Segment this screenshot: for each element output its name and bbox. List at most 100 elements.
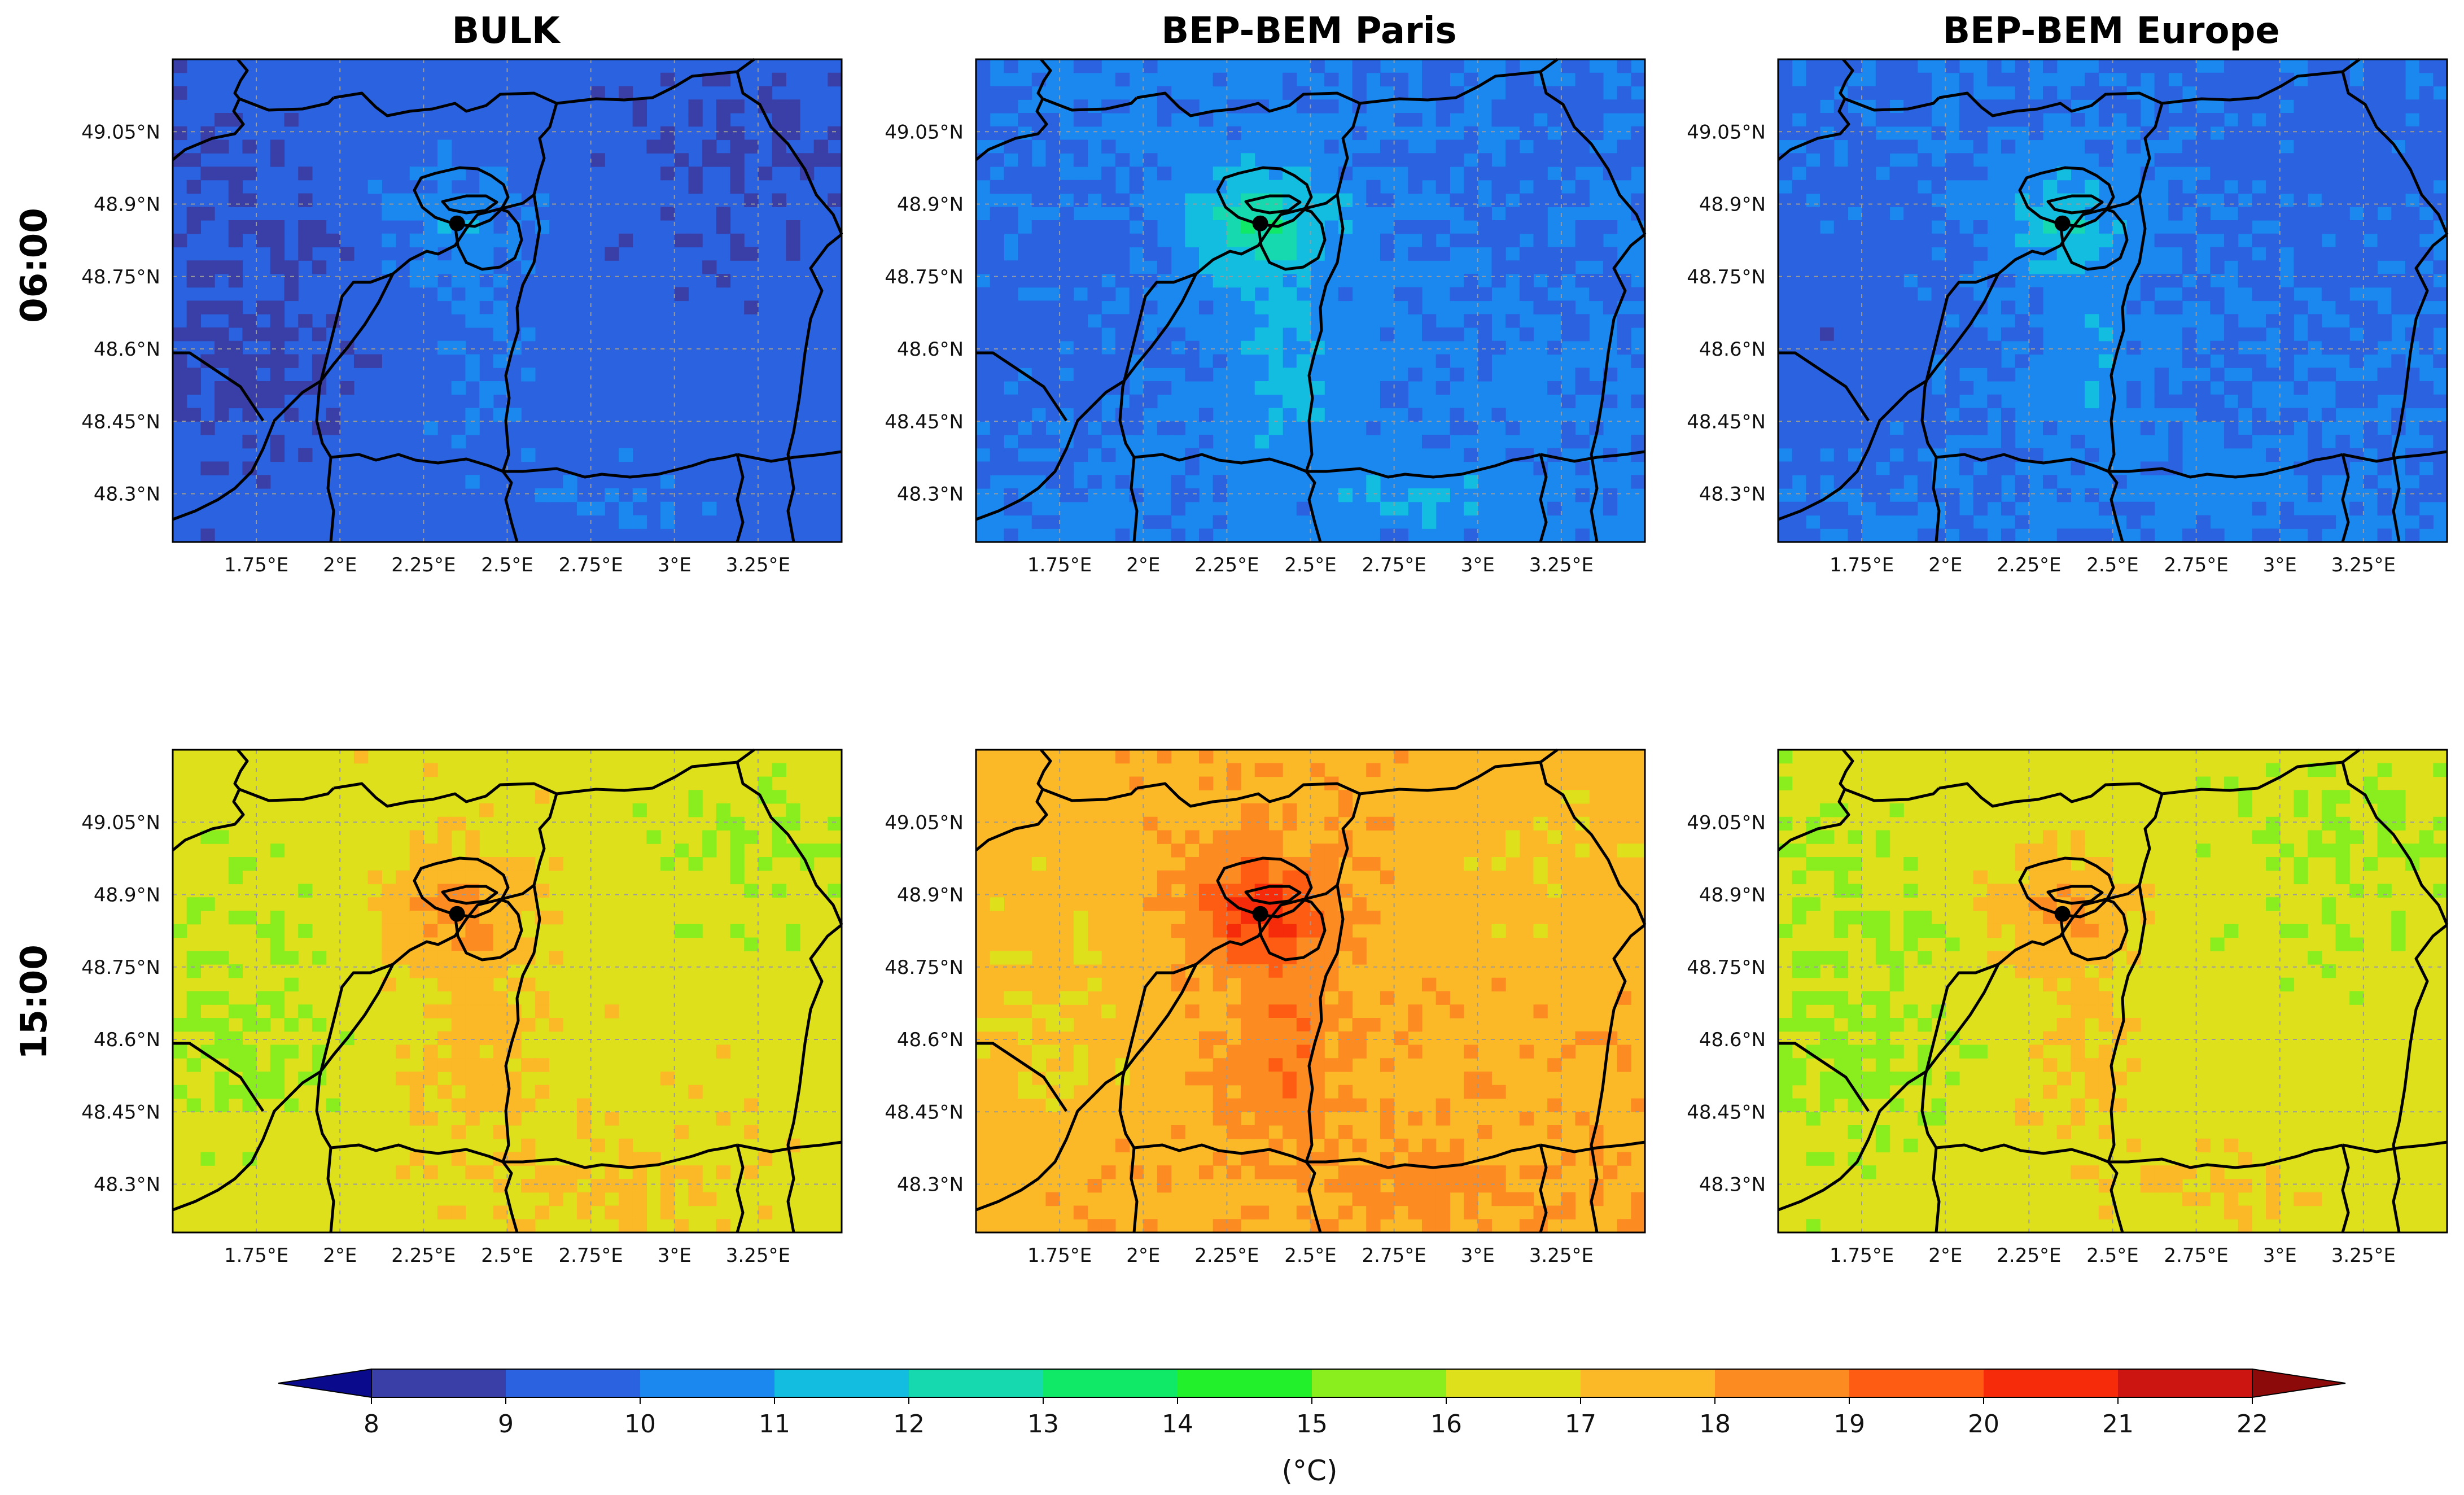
temperature-cell bbox=[2238, 59, 2252, 73]
temperature-cell bbox=[1157, 884, 1172, 898]
temperature-cell bbox=[2154, 300, 2169, 314]
temperature-cell bbox=[976, 287, 991, 301]
department-border bbox=[976, 1042, 1068, 1112]
temperature-cell bbox=[382, 897, 396, 911]
temperature-cell bbox=[828, 193, 842, 207]
temperature-cell bbox=[1820, 991, 1835, 1005]
map-overlay bbox=[172, 58, 843, 543]
temperature-cell bbox=[828, 153, 842, 167]
temperature-cell bbox=[1945, 247, 1960, 261]
temperature-cell bbox=[451, 1072, 466, 1086]
temperature-cell bbox=[1115, 220, 1130, 234]
temperature-cell bbox=[1617, 340, 1631, 355]
temperature-cell bbox=[1491, 247, 1506, 261]
department-border bbox=[330, 1143, 519, 1233]
temperature-cell bbox=[2210, 287, 2225, 301]
temperature-cell bbox=[1254, 1085, 1270, 1099]
temperature-cell bbox=[1973, 1044, 1988, 1059]
temperature-cell bbox=[563, 1179, 577, 1193]
temperature-cell bbox=[1060, 260, 1074, 274]
temperature-cell bbox=[2335, 99, 2350, 113]
temperature-cell bbox=[173, 126, 187, 141]
temperature-cell bbox=[1073, 448, 1088, 462]
temperature-cell bbox=[242, 139, 257, 154]
temperature-cell bbox=[1380, 327, 1395, 342]
temperature-cell bbox=[702, 153, 717, 167]
temperature-cell bbox=[1631, 843, 1645, 858]
temperature-cell bbox=[1310, 1112, 1325, 1126]
temperature-cell bbox=[1561, 435, 1576, 449]
temperature-cell bbox=[1199, 207, 1214, 221]
temperature-cell bbox=[1875, 1004, 1890, 1018]
temperature-cell bbox=[1171, 528, 1185, 542]
temperature-cell bbox=[1422, 435, 1437, 449]
temperature-cell bbox=[270, 1072, 285, 1086]
temperature-cell bbox=[1833, 340, 1849, 355]
temperature-cell bbox=[2433, 167, 2447, 181]
temperature-cell bbox=[1422, 327, 1437, 342]
temperature-cell bbox=[1352, 1018, 1367, 1032]
temperature-cell bbox=[1973, 126, 1988, 141]
temperature-cell bbox=[1806, 274, 1820, 288]
temperature-cell bbox=[1213, 354, 1227, 368]
longitude-tick-label: 2.25°E bbox=[391, 554, 456, 576]
temperature-cell bbox=[2377, 435, 2392, 449]
temperature-cell bbox=[1045, 515, 1060, 529]
department-border bbox=[2138, 793, 2164, 886]
temperature-cell bbox=[1435, 991, 1450, 1005]
column-title-bep-bem-europe: BEP-BEM Europe bbox=[1942, 10, 2279, 52]
temperature-cell bbox=[2126, 1138, 2141, 1153]
temperature-cell bbox=[2001, 368, 2016, 382]
temperature-cell bbox=[1450, 287, 1464, 301]
temperature-cell bbox=[1004, 488, 1018, 502]
temperature-cell bbox=[1889, 368, 1904, 382]
temperature-cell bbox=[228, 870, 243, 885]
temperature-cell bbox=[976, 220, 991, 234]
temperature-cell bbox=[1380, 1112, 1395, 1126]
temperature-cell bbox=[1296, 274, 1311, 288]
temperature-cell bbox=[437, 1205, 452, 1219]
temperature-cell bbox=[1533, 870, 1548, 885]
temperature-cell bbox=[1004, 59, 1018, 73]
temperature-cell bbox=[1862, 1018, 1876, 1032]
temperature-cell bbox=[1778, 1044, 1793, 1059]
temperature-cell bbox=[1018, 274, 1032, 288]
temperature-cell bbox=[479, 247, 494, 261]
temperature-cell bbox=[2140, 528, 2155, 542]
temperature-cell bbox=[772, 884, 786, 898]
temperature-cell bbox=[465, 1004, 480, 1018]
temperature-cell bbox=[1241, 870, 1255, 885]
temperature-cell bbox=[1283, 180, 1297, 194]
temperature-cell bbox=[1143, 1219, 1158, 1232]
temperature-cell bbox=[1199, 368, 1214, 382]
temperature-cell bbox=[1213, 924, 1227, 938]
temperature-cell bbox=[1945, 1072, 1960, 1086]
temperature-cell bbox=[1848, 193, 1862, 207]
temperature-cell bbox=[1889, 139, 1904, 154]
department-border bbox=[1938, 748, 2361, 808]
temperature-cell bbox=[1296, 964, 1311, 978]
temperature-cell bbox=[1004, 207, 1018, 221]
temperature-cell bbox=[2363, 180, 2378, 194]
temperature-cell bbox=[270, 991, 285, 1005]
temperature-cell bbox=[2015, 86, 2029, 100]
temperature-cell bbox=[451, 816, 466, 831]
temperature-cell bbox=[1575, 1112, 1590, 1126]
temperature-cell bbox=[563, 475, 577, 489]
temperature-cell bbox=[976, 59, 991, 73]
temperature-cell bbox=[2419, 153, 2434, 167]
temperature-cell bbox=[1806, 394, 1820, 409]
temperature-cell bbox=[1073, 368, 1088, 382]
temperature-cell bbox=[493, 1044, 508, 1059]
temperature-cell bbox=[2154, 368, 2169, 382]
temperature-cell bbox=[1268, 287, 1283, 301]
temperature-cell bbox=[716, 207, 731, 221]
temperature-cell bbox=[1435, 1152, 1450, 1166]
temperature-cell bbox=[2043, 180, 2058, 194]
temperature-cell bbox=[1778, 1072, 1793, 1086]
temperature-cell bbox=[1792, 964, 1806, 978]
temperature-cell bbox=[1283, 1072, 1297, 1086]
temperature-cell bbox=[1073, 911, 1088, 925]
temperature-cell bbox=[1171, 354, 1185, 368]
temperature-cell bbox=[1004, 327, 1018, 342]
